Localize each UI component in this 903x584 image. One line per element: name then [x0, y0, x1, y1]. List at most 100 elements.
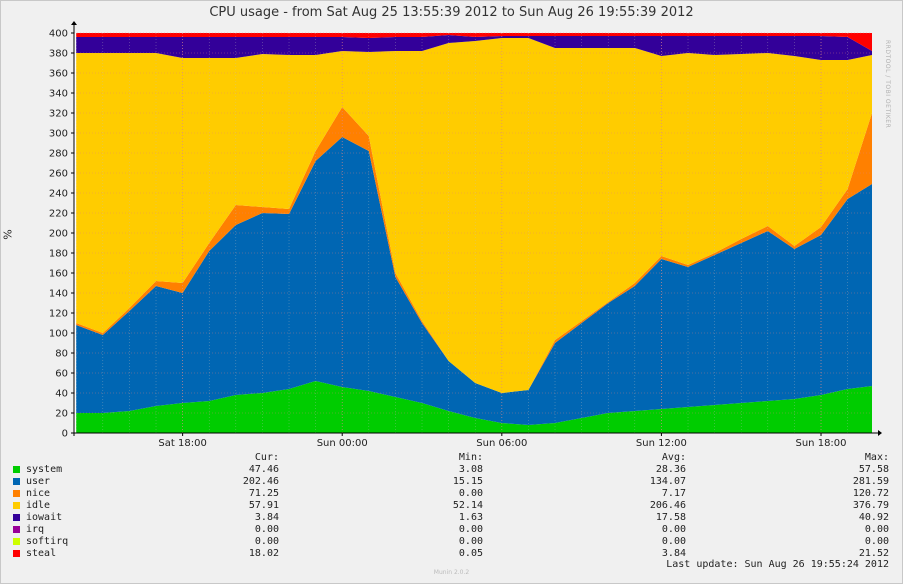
y-tick-label: 340	[49, 89, 68, 100]
legend-value-avg: 7.17	[661, 488, 686, 499]
legend-value-avg: 17.58	[655, 512, 686, 523]
legend-value-max: 0.00	[864, 524, 889, 535]
legend-swatch	[13, 490, 20, 497]
legend-value-cur: 18.02	[248, 548, 279, 559]
y-tick-label: 300	[49, 129, 68, 140]
x-tick-label: Sun 12:00	[636, 438, 687, 449]
y-axis-arrow	[71, 21, 77, 25]
grid-lines	[74, 32, 872, 433]
y-tick-label: 120	[49, 309, 68, 320]
legend-value-min: 3.08	[458, 464, 483, 475]
legend-swatch	[13, 478, 20, 485]
legend-value-max: 57.58	[858, 464, 889, 475]
x-tick-label: Sat 18:00	[158, 438, 206, 449]
y-tick-labels: 0 20 40 60 80 100 120 140 160 180 200 220 240 260 280 3…	[49, 29, 74, 440]
legend-value-max: 21.52	[858, 548, 889, 559]
y-tick-label: 0	[62, 429, 68, 440]
legend-value-avg: 28.36	[655, 464, 686, 475]
legend-value-min: 52.14	[452, 500, 483, 511]
legend-series-name: user	[26, 476, 51, 487]
legend-value-min: 0.00	[458, 536, 483, 547]
y-tick-label: 160	[49, 269, 68, 280]
last-update: Last update: Sun Aug 26 19:55:24 2012	[666, 559, 889, 570]
x-axis-arrow	[878, 430, 882, 436]
legend-swatch	[13, 538, 20, 545]
legend-series-name: idle	[26, 500, 51, 511]
legend-series-name: irq	[26, 524, 45, 535]
legend-value-min: 0.00	[458, 488, 483, 499]
legend-swatch	[13, 502, 20, 509]
y-tick-label: 220	[49, 209, 68, 220]
legend-row-softirq: softirq 0.00 0.00 0.00 0.00	[0, 536, 903, 548]
legend-value-max: 40.92	[858, 512, 889, 523]
legend-row-idle: idle 57.91 52.14 206.46 376.79	[0, 500, 903, 512]
series-area-idle	[76, 38, 872, 393]
legend-value-avg: 3.84	[661, 548, 686, 559]
cpu-usage-chart: 0 20 40 60 80 100 120 140 160 180 200 220 240 260 280 3…	[49, 21, 882, 449]
legend-row-system: system 47.46 3.08 28.36 57.58	[0, 464, 903, 476]
y-tick-label: 200	[49, 229, 68, 240]
legend-swatch	[13, 550, 20, 557]
y-tick-label: 320	[49, 109, 68, 120]
series-area-system	[76, 381, 872, 433]
legend-value-avg: 0.00	[661, 536, 686, 547]
x-tick-label: Sun 18:00	[796, 438, 847, 449]
legend-row-irq: irq 0.00 0.00 0.00 0.00	[0, 524, 903, 536]
legend-value-max: 281.59	[852, 476, 889, 487]
series-area-steal	[76, 33, 872, 51]
legend-series-name: steal	[26, 548, 57, 559]
legend-value-max: 120.72	[852, 488, 889, 499]
legend-value-cur: 202.46	[242, 476, 279, 487]
legend-header-min: Min:	[458, 452, 483, 463]
y-tick-label: 180	[49, 249, 68, 260]
y-tick-label: 400	[49, 29, 68, 40]
y-tick-label: 260	[49, 169, 68, 180]
legend-value-avg: 0.00	[661, 524, 686, 535]
legend-row-nice: nice 71.25 0.00 7.17 120.72	[0, 488, 903, 500]
y-tick-label: 140	[49, 289, 68, 300]
x-tick-label: Sun 00:00	[317, 438, 368, 449]
chart-title: CPU usage - from Sat Aug 25 13:55:39 201…	[209, 5, 694, 20]
legend-header-cur: Cur:	[254, 452, 279, 463]
y-tick-label: 100	[49, 329, 68, 340]
legend-header-max: Max:	[864, 452, 889, 463]
legend-value-avg: 134.07	[649, 476, 686, 487]
legend-value-max: 376.79	[852, 500, 889, 511]
series-area-iowait	[76, 35, 872, 60]
legend-value-cur: 0.00	[254, 524, 279, 535]
y-tick-label: 360	[49, 69, 68, 80]
legend-value-cur: 71.25	[248, 488, 279, 499]
y-tick-label: 380	[49, 49, 68, 60]
legend-series-name: nice	[26, 488, 51, 499]
legend-value-cur: 3.84	[254, 512, 279, 523]
legend-row-steal: steal 18.02 0.05 3.84 21.52	[0, 548, 903, 560]
legend-row-user: user 202.46 15.15 134.07 281.59	[0, 476, 903, 488]
legend-row-iowait: iowait 3.84 1.63 17.58 40.92	[0, 512, 903, 524]
legend-value-cur: 47.46	[248, 464, 279, 475]
legend-swatch	[13, 466, 20, 473]
legend-value-cur: 57.91	[248, 500, 279, 511]
legend-value-max: 0.00	[864, 536, 889, 547]
x-tick-labels: Sat 18:00 Sun 00:00 Sun 06:00 Sun 12:00 Sun …	[158, 433, 847, 449]
legend-swatch	[13, 514, 20, 521]
legend-series-name: system	[26, 464, 63, 475]
y-tick-label: 60	[55, 369, 68, 380]
y-tick-label: 80	[55, 349, 68, 360]
legend-value-cur: 0.00	[254, 536, 279, 547]
legend-series-name: iowait	[26, 512, 63, 523]
y-tick-label: 40	[55, 389, 68, 400]
legend-value-avg: 206.46	[649, 500, 686, 511]
legend-value-min: 1.63	[458, 512, 483, 523]
legend-value-min: 0.05	[458, 548, 483, 559]
legend-swatch	[13, 526, 20, 533]
y-tick-label: 280	[49, 149, 68, 160]
legend-header-avg: Avg:	[661, 452, 686, 463]
y-tick-label: 240	[49, 189, 68, 200]
munin-version: Munin 2.0.2	[433, 569, 470, 576]
y-tick-label: 20	[55, 409, 68, 420]
legend-value-min: 15.15	[452, 476, 483, 487]
legend-header-row: Cur: Min: Avg: Max:	[0, 452, 903, 464]
legend-series-name: softirq	[26, 536, 69, 547]
x-tick-label: Sun 06:00	[476, 438, 527, 449]
legend-value-min: 0.00	[458, 524, 483, 535]
